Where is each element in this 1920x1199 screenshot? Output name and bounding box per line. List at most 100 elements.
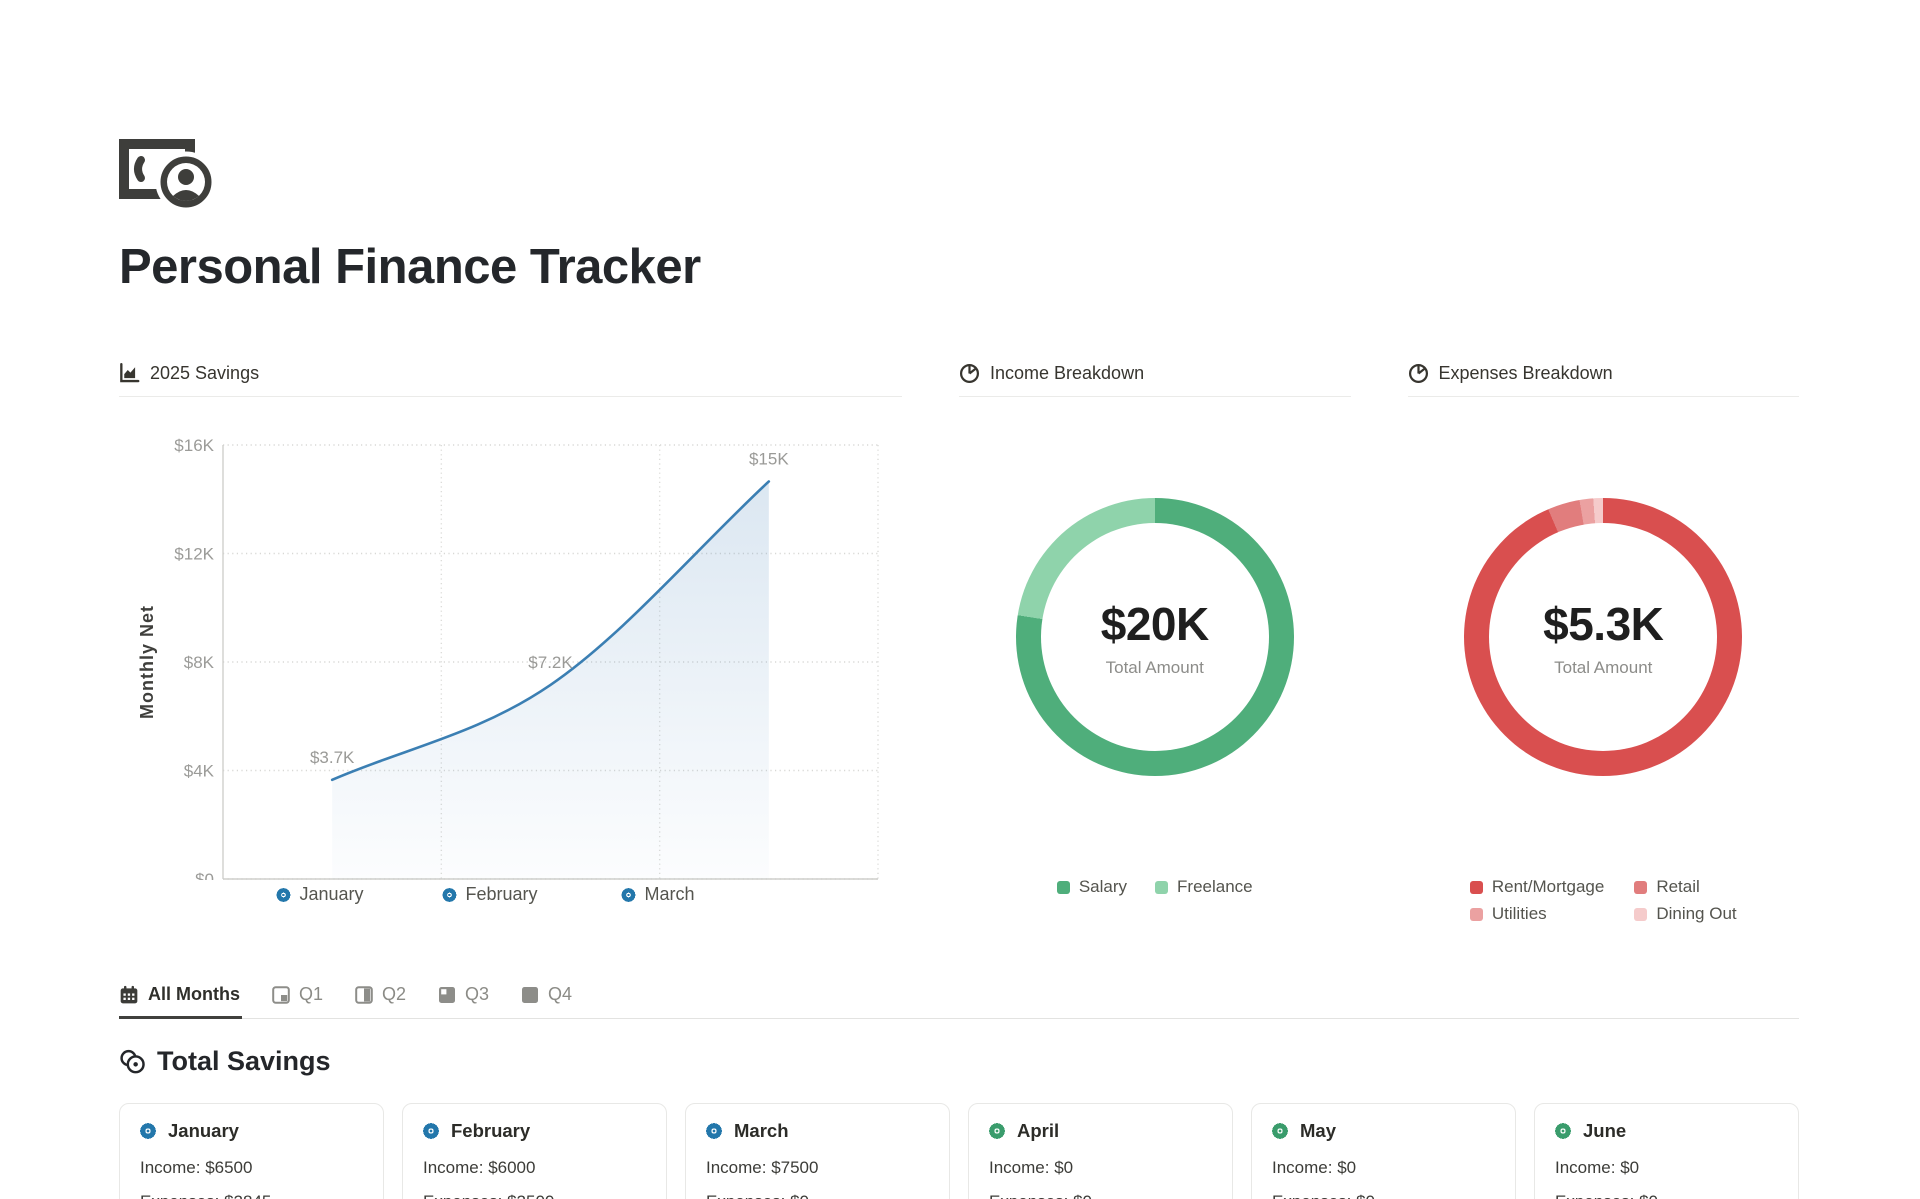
legend-label: Rent/Mortgage [1491,877,1605,896]
month-expenses-row: Expenses: $2500 [423,1185,646,1199]
month-name: January [168,1120,239,1141]
legend-item-dining-out[interactable]: Dining Out [1634,904,1737,924]
svg-text:$8K: $8K [184,653,215,672]
expenses-donut-chart: $5.3K Total Amount [1464,498,1743,776]
legend-swatch-icon [1155,880,1169,894]
income-total-label: Total Amount [1105,657,1204,677]
svg-text:$12K: $12K [174,545,214,564]
line-chart-svg: $0 $4K $8K $12K $16K $3.7K $7.2K $15K Monthly Ne… [137,436,879,880]
point-marker-icon [442,887,457,902]
month-card-title: April [989,1120,1212,1142]
income-card: Income Breakdown $20K Total Amount Salar… [959,351,1351,924]
legend-item-utilities[interactable]: Utilities [1469,904,1604,924]
line-chart-x-labels: January February March [119,884,902,914]
x-axis-label-february: February [442,884,538,905]
savings-card: 2025 Savings $0 $4K $8K $12K $16K $3.7K $7.2K $… [119,351,902,924]
legend-item-salary[interactable]: Salary [1056,877,1128,897]
month-income-row: Income: $0 [1555,1158,1640,1177]
month-income-row: Income: $6000 [423,1158,536,1177]
x-axis-label-march: March [621,884,695,905]
legend-label: Dining Out [1656,904,1737,923]
svg-text:$15K: $15K [749,449,789,468]
month-name: February [451,1120,531,1141]
money-logo-icon [119,139,217,213]
coins-icon [120,1049,145,1074]
month-marker-icon [1555,1123,1571,1139]
pie-chart-icon [959,363,980,384]
quarter-tabs: All Months Q1 Q2 Q3 Q4 [119,984,1799,1019]
month-card-title: March [706,1120,929,1142]
legend-swatch-icon [1469,907,1483,921]
tab-all-months[interactable]: All Months [119,984,242,1019]
month-card-title: May [1272,1120,1495,1142]
month-expenses-row: Expenses: $0 [989,1185,1212,1199]
month-expenses-row: Expenses: $0 [1272,1185,1495,1199]
income-total-value: $20K [1100,597,1209,650]
expenses-total-value: $5.3K [1543,597,1664,650]
income-card-title: Income Breakdown [990,363,1145,383]
savings-line-chart: $0 $4K $8K $12K $16K $3.7K $7.2K $15K Monthly Ne… [119,425,902,914]
savings-card-title: 2025 Savings [150,363,260,383]
month-name: May [1300,1120,1336,1141]
quarter-1-icon [272,985,290,1004]
total-savings-title: Total Savings [157,1046,331,1076]
month-marker-icon [706,1123,722,1139]
expenses-total-label: Total Amount [1554,657,1653,677]
svg-text:$4K: $4K [184,762,215,781]
tab-label: Q2 [382,984,407,1004]
legend-swatch-icon [1634,907,1648,921]
tab-label: All Months [148,984,240,1004]
legend-swatch-icon [1634,880,1648,894]
charts-grid: 2025 Savings $0 $4K $8K $12K $16K $3.7K $7.2K $… [119,351,1799,924]
month-marker-icon [989,1123,1005,1139]
svg-text:$16K: $16K [174,436,214,455]
legend-item-rent-mortgage[interactable]: Rent/Mortgage [1469,877,1605,897]
month-marker-icon [140,1123,156,1139]
legend-label: Freelance [1177,877,1253,896]
income-legend: Salary Freelance [959,877,1351,897]
tab-q4[interactable]: Q4 [521,984,574,1019]
x-axis-label-text: March [644,884,695,904]
income-donut-hole: $20K Total Amount [1040,523,1269,751]
month-name: April [1017,1120,1060,1141]
quarter-4-icon [521,986,539,1004]
svg-text:Monthly Net: Monthly Net [137,605,157,719]
tab-q1[interactable]: Q1 [272,984,325,1019]
expenses-donut-hole: $5.3K Total Amount [1489,523,1718,751]
month-name: June [1583,1120,1627,1141]
legend-label: Retail [1656,877,1700,896]
svg-text:$0: $0 [195,870,214,880]
tab-q3[interactable]: Q3 [438,984,491,1019]
legend-item-retail[interactable]: Retail [1634,877,1736,897]
expenses-legend: Rent/Mortgage Retail Utilities Dining Out [1408,877,1800,924]
point-marker-icon [276,887,291,902]
month-marker-icon [423,1123,439,1139]
quarter-3-icon [438,986,456,1004]
calendar-icon [119,985,139,1005]
month-marker-icon [1272,1123,1288,1139]
quarter-2-icon [355,985,373,1004]
income-card-header: Income Breakdown [959,351,1351,397]
month-expenses-row: Expenses: $2845 [140,1185,363,1199]
legend-item-freelance[interactable]: Freelance [1155,877,1253,897]
tab-label: Q4 [548,984,573,1004]
area-chart-icon [120,363,140,383]
tab-label: Q1 [299,984,324,1004]
x-axis-label-text: January [299,884,364,904]
month-card-title: June [1555,1120,1778,1142]
tab-q2[interactable]: Q2 [355,984,408,1019]
month-card-title: January [140,1120,363,1142]
month-expenses-row: Expenses: $0 [1555,1185,1778,1199]
tab-label: Q3 [465,984,490,1004]
legend-label: Salary [1078,877,1128,896]
expenses-donut-area: $5.3K Total Amount [1408,397,1800,877]
x-axis-label-text: February [465,884,538,904]
legend-swatch-icon [1469,880,1483,894]
